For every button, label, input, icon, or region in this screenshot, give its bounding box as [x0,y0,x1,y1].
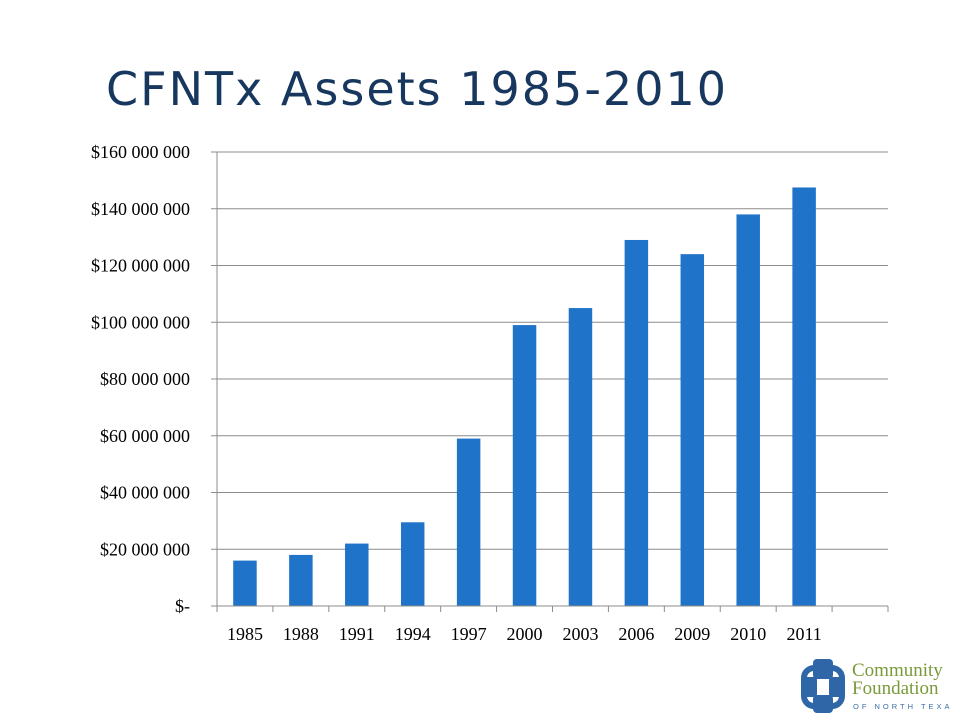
x-tick-label: 1985 [227,624,263,644]
y-tick-labels: $- $20 000 000 $40 000 000 $60 000 000 $80 0… [91,142,190,616]
x-tick-label: 2006 [618,624,654,644]
bar-2000 [512,325,537,606]
x-tick-label: 2011 [786,624,821,644]
logo-text-community: Community [852,660,943,681]
bars [233,187,816,607]
y-tick-label: $60 000 000 [100,426,190,446]
bar-1988 [289,554,313,606]
y-tick-label: $80 000 000 [100,369,190,389]
y-tick-label: $160 000 000 [91,142,190,162]
x-tick-label: 2000 [507,624,543,644]
y-tick-label: $100 000 000 [91,312,190,332]
x-tick-label: 1991 [339,624,375,644]
x-tick-labels: 1985 1988 1991 1994 1997 2000 2003 2006 2009 2010… [227,624,822,644]
bar-2009 [680,254,705,606]
x-tick-label: 2003 [562,624,598,644]
bar-1991 [345,543,369,606]
x-tick-label: 1988 [283,624,319,644]
bar-2003 [568,308,593,606]
logo-text-foundation: Foundation [852,678,939,699]
bar-1997 [456,438,481,606]
x-tick-label: 1997 [451,624,487,644]
logo-text-north-texas: OF NORTH TEXAS [853,702,952,711]
bar-chart: $- $20 000 000 $40 000 000 $60 000 000 $80 0… [91,142,889,644]
y-tick-label: $140 000 000 [91,199,190,219]
logo-mark-icon [801,659,845,713]
axes [211,151,889,612]
bar-2010 [736,214,760,607]
x-tick-label: 2009 [674,624,710,644]
bar-1994 [400,522,425,606]
slide-title: CFNTx Assets 1985-2010 [106,62,728,116]
bar-2011 [792,187,816,606]
bar-1985 [233,560,257,606]
bar-2006 [624,239,649,606]
y-tick-label: $120 000 000 [91,256,190,276]
y-tick-label: $- [175,596,190,616]
y-tick-label: $20 000 000 [100,539,190,559]
x-tick-label: 1994 [395,624,431,644]
gridlines [217,151,888,550]
y-tick-label: $40 000 000 [100,483,190,503]
x-tick-label: 2010 [730,624,766,644]
community-foundation-logo: Community Foundation OF NORTH TEXAS [801,659,952,713]
